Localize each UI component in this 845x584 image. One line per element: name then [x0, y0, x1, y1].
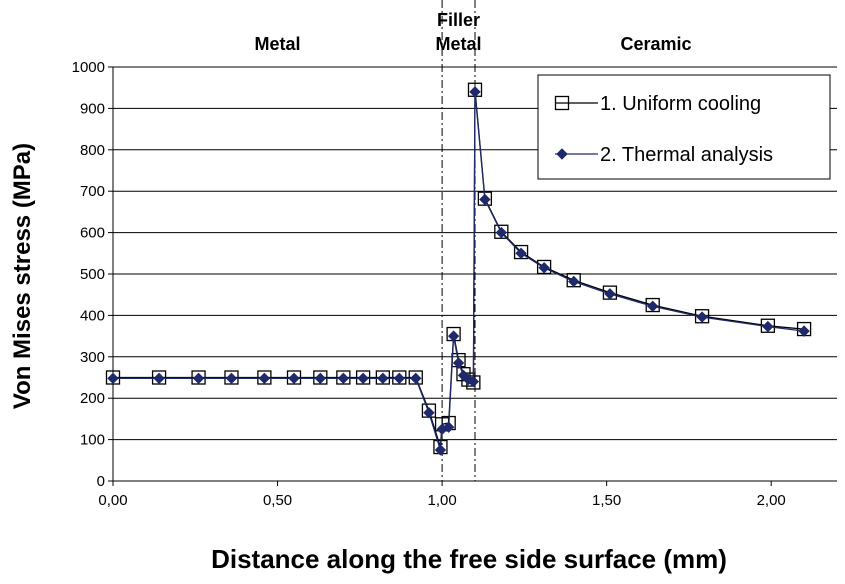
- data-point-diamond: [452, 357, 465, 369]
- legend-label: 2. Thermal analysis: [600, 144, 773, 166]
- data-point-diamond: [762, 320, 774, 333]
- y-tick-label: 900: [80, 100, 105, 117]
- y-tick-label: 200: [80, 390, 105, 407]
- x-tick-label: 0,50: [263, 492, 292, 509]
- data-point-diamond: [192, 372, 205, 385]
- y-tick-label: 500: [80, 266, 105, 283]
- x-axis-title: Distance along the free side surface (mm…: [211, 544, 727, 574]
- data-point-diamond: [314, 372, 327, 385]
- data-point-diamond: [393, 372, 406, 385]
- region-label: Metal: [255, 34, 301, 54]
- data-point-diamond: [467, 375, 480, 388]
- series-2: [107, 86, 810, 456]
- data-point-diamond: [337, 372, 350, 385]
- data-point-diamond: [447, 330, 460, 342]
- x-tick-label: 1,50: [592, 492, 621, 509]
- data-point-diamond: [258, 372, 271, 385]
- data-point-diamond: [515, 247, 527, 260]
- y-tick-label: 800: [80, 142, 105, 159]
- y-tick-labels: 0 100 200 300 400 500 600 700 800 900 1000: [72, 59, 113, 490]
- data-point-diamond: [479, 193, 491, 206]
- data-point-diamond: [495, 226, 508, 239]
- data-point-diamond: [153, 372, 165, 385]
- data-point-diamond: [442, 421, 455, 433]
- data-point-diamond: [107, 372, 119, 385]
- y-tick-label: 100: [80, 432, 105, 449]
- data-series: [105, 82, 812, 456]
- y-tick-label: 600: [80, 225, 105, 242]
- legend-label: 1. Uniform cooling: [600, 93, 761, 115]
- data-point-diamond: [357, 372, 369, 385]
- y-axis-title: Von Mises stress (MPa): [9, 143, 36, 409]
- y-tick-label: 0: [97, 473, 105, 490]
- data-point-diamond: [538, 262, 550, 274]
- data-point-diamond: [568, 275, 580, 288]
- region-labels: Metal Filler Metal Ceramic: [255, 10, 692, 54]
- x-tick-labels: 0,00 0,50 1,00 1,50 2,00: [98, 481, 786, 509]
- y-tick-label: 400: [80, 307, 105, 324]
- data-point-diamond: [423, 406, 435, 419]
- y-tick-label: 1000: [72, 59, 105, 76]
- legend-box: [537, 74, 831, 180]
- data-point-diamond: [696, 311, 708, 323]
- data-point-diamond: [556, 148, 568, 160]
- data-point-diamond: [288, 372, 300, 385]
- region-label: Filler: [437, 10, 480, 30]
- data-point-square: [554, 95, 570, 111]
- data-point-diamond: [798, 325, 810, 337]
- x-tick-label: 1,00: [427, 492, 456, 509]
- y-tick-label: 700: [80, 183, 105, 200]
- region-label: Metal: [436, 34, 482, 54]
- x-tick-label: 2,00: [757, 492, 786, 509]
- data-point-diamond: [647, 300, 659, 312]
- y-tick-label: 300: [80, 349, 105, 366]
- x-tick-label: 0,00: [98, 492, 127, 509]
- data-point-diamond: [604, 288, 616, 300]
- data-point-diamond: [377, 372, 389, 385]
- region-boundaries: [441, 0, 476, 481]
- region-label: Ceramic: [620, 34, 691, 54]
- data-point-diamond: [469, 86, 481, 98]
- legend: 1. Uniform cooling 2. Thermal analysis: [537, 74, 831, 180]
- data-point-diamond: [410, 372, 422, 385]
- data-point-diamond: [225, 372, 238, 385]
- data-point-diamond: [434, 444, 447, 456]
